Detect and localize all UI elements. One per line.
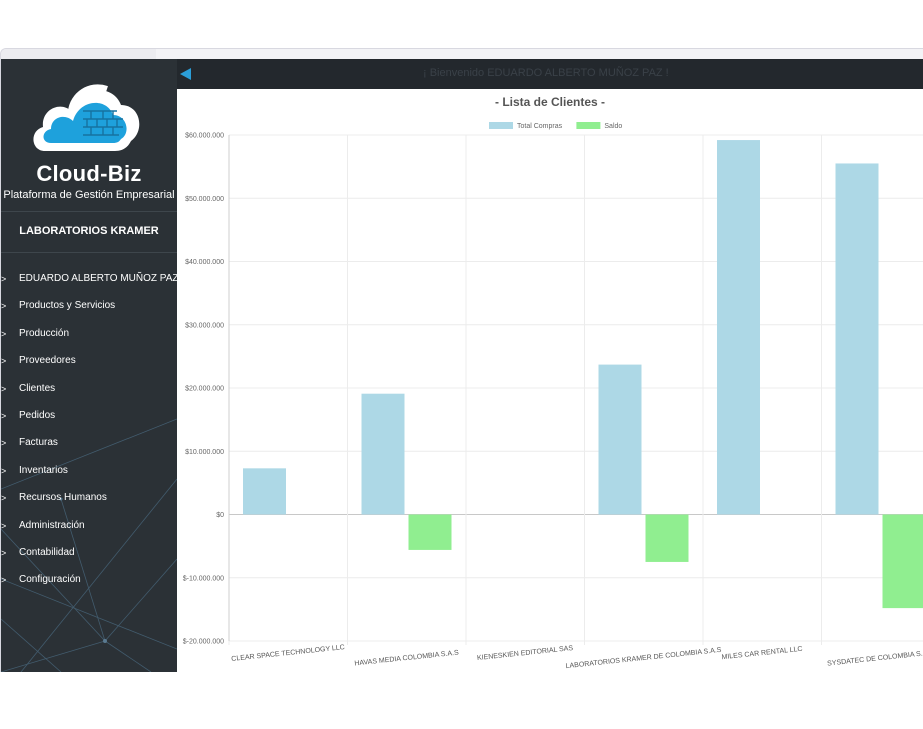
welcome-message: ¡ Bienvenido EDUARDO ALBERTO MUÑOZ PAZ ! [423,67,669,79]
y-tick-label: $-20.000.000 [183,639,224,646]
chevron-right-icon: > [1,575,7,586]
y-tick-label: $30.000.000 [185,322,224,329]
chevron-right-icon: > [1,274,7,284]
chevron-right-icon: > [1,547,7,558]
sidebar-item-produccion[interactable]: > Producción [1,326,177,353]
sidebar-background-lines [1,418,177,672]
legend-swatch [489,122,513,129]
chevron-right-icon: > [1,465,7,476]
x-tick-label: KIENESKIEN EDITORIAL SAS [477,645,574,662]
chevron-right-icon: > [1,438,7,449]
legend-label: Saldo [604,123,622,130]
brand-tagline: Plataforma de Gestión Empresarial [3,189,175,201]
clients-chart-panel: $60.000.000 $50.000.000 $40.000.000 $30.000… [177,89,923,672]
x-tick-label: LABORATORIOS KRAMER DE COLOMBIA S.A.S [565,647,722,670]
sidebar-item-administracion[interactable]: > Administración [1,518,177,545]
y-tick-label: $20.000.000 [185,386,224,393]
y-tick-label: $60.000.000 [185,133,224,140]
sidebar-item-label: Productos y Servicios [19,300,116,312]
chart-bar [243,468,286,515]
sidebar-item-label: Producción [19,327,70,339]
y-tick-label: $50.000.000 [185,196,224,203]
y-tick-label: $0 [216,512,224,519]
app-window: Cloud-Biz Plataforma de Gestión Empresar… [0,48,923,672]
chart-bar [598,364,642,515]
sidebar-item-label: Recursos Humanos [19,492,107,504]
chevron-right-icon: > [1,356,7,367]
top-bar: ¡ Bienvenido EDUARDO ALBERTO MUÑOZ PAZ ! [177,59,923,89]
sidebar-menu: > EDUARDO ALBERTO MUÑOZ PAZ > Productos y … [1,271,177,600]
sidebar-item-label: Pedidos [19,409,56,421]
sidebar: Cloud-Biz Plataforma de Gestión Empresar… [1,59,177,672]
divider [1,211,177,212]
sidebar-item-facturas[interactable]: > Facturas [1,435,177,462]
chevron-right-icon: > [1,410,7,421]
divider [1,252,177,253]
x-tick-label: CLEAR SPACE TECHNOLOGY LLC [231,644,345,663]
brand-name: Cloud-Biz [36,161,142,186]
sidebar-item-label: Configuración [19,574,81,586]
sidebar-item-recursos-humanos[interactable]: > Recursos Humanos [1,490,177,517]
chart-title: - Lista de Clientes - [495,95,605,109]
collapse-sidebar-icon[interactable] [180,68,191,80]
sidebar-item-proveedores[interactable]: > Proveedores [1,353,177,380]
cloud-logo-icon [33,84,140,151]
chevron-right-icon: > [1,328,7,339]
sidebar-item-label: Clientes [19,382,56,394]
x-tick-label: SYSDATEC DE COLOMBIA S.A.S [827,649,923,667]
sidebar-item-clientes[interactable]: > Clientes [1,381,177,408]
y-tick-label: $40.000.000 [185,259,224,266]
legend-swatch [576,122,601,129]
sidebar-item-inventarios[interactable]: > Inventarios [1,463,177,490]
chevron-right-icon: > [1,493,7,504]
x-tick-label: MILES CAR RENTAL LLC [721,646,803,661]
sidebar-item-label: Contabilidad [19,546,75,558]
chart-bar [361,393,405,515]
y-tick-label: $-10.000.000 [183,575,224,582]
sidebar-item-configuracion[interactable]: > Configuración [1,572,177,599]
sidebar-item-user[interactable]: > EDUARDO ALBERTO MUÑOZ PAZ [1,271,177,298]
sidebar-item-pedidos[interactable]: > Pedidos [1,408,177,435]
x-tick-label: HAVAS MEDIA COLOMBIA S.A.S [354,650,459,668]
sidebar-item-label: Facturas [19,437,58,449]
chart-bar [882,514,923,609]
chart-bar [835,163,879,515]
chevron-right-icon: > [1,520,7,531]
chart-bar [645,514,689,562]
company-name: LABORATORIOS KRAMER [19,225,159,237]
chevron-right-icon: > [1,301,7,312]
chevron-right-icon: > [1,383,7,394]
sidebar-item-productos-servicios[interactable]: > Productos y Servicios [1,298,177,325]
chart-bar [408,514,452,550]
sidebar-item-label: EDUARDO ALBERTO MUÑOZ PAZ [19,273,177,284]
window-tab [1,49,156,59]
y-tick-label: $10.000.000 [185,449,224,456]
sidebar-item-label: Administración [19,519,85,531]
sidebar-item-label: Proveedores [19,355,76,367]
legend-label: Total Compras [517,123,563,130]
clients-bar-chart: $60.000.000 $50.000.000 $40.000.000 $30.000… [183,95,923,670]
sidebar-item-label: Inventarios [19,464,68,476]
sidebar-item-contabilidad[interactable]: > Contabilidad [1,545,177,572]
chart-bar [717,140,760,515]
